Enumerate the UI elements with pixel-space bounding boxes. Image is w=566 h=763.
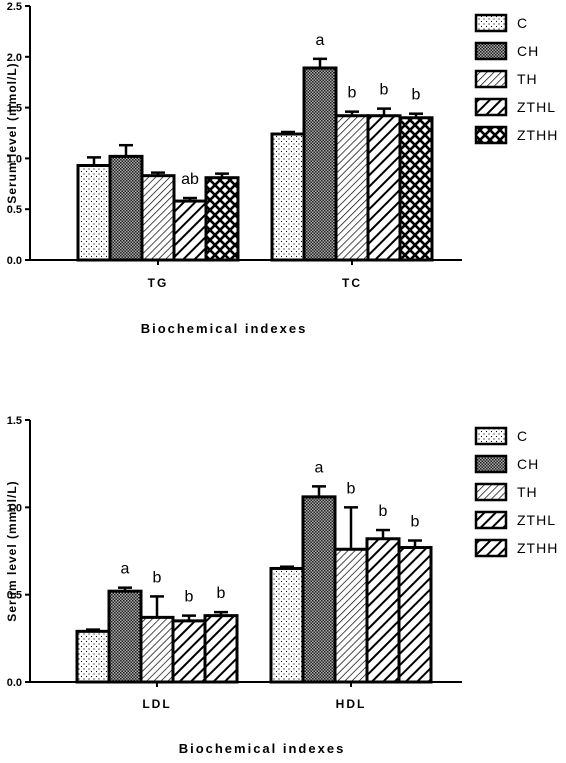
significance-label: a [121,561,130,578]
bar [140,174,176,262]
bar [333,547,369,684]
y-tick-label: 1.0 [7,502,22,514]
x-tick-label: TC [342,276,362,290]
y-tick-label: 2.0 [7,52,22,64]
significance-label: b [411,514,420,531]
y-tick-label: 1.5 [7,415,22,427]
bar [301,495,337,684]
bar [398,116,434,262]
significance-label: b [348,85,357,102]
legend-label: ZTHL [517,99,556,115]
x-axis-title: Biochemical indexes [141,321,308,336]
significance-label: b [347,480,356,497]
y-tick-label: 0.0 [7,677,22,689]
legend-swatch [474,426,508,446]
significance-label: b [217,585,226,602]
legend-label: CH [517,43,539,59]
legend-swatch [474,125,508,145]
y-tick-label: 0.5 [7,590,22,602]
x-tick-label: TG [148,276,169,290]
significance-label: b [412,87,421,104]
x-axis-title: Biochemical indexes [179,741,346,756]
y-tick-label: 1.0 [7,153,22,165]
legend-label: CH [517,456,539,472]
legend-label: ZTHH [517,540,558,556]
bar [139,615,175,684]
bar [269,566,305,684]
significance-label: b [153,569,162,586]
y-tick-label: 0.0 [7,255,22,267]
legend-label: TH [517,484,538,500]
significance-label: ab [181,171,199,188]
significance-label: b [380,82,389,99]
significance-label: a [316,32,325,49]
legend-swatch [474,97,508,117]
bar [108,154,144,262]
legend-swatch [474,454,508,474]
legend-label: TH [517,71,538,87]
y-axis-title: Serum level (mmol/L) [5,62,19,203]
bar [365,537,401,684]
legend-label: ZTHL [517,512,556,528]
significance-label: b [185,589,194,606]
bar [270,132,306,262]
legend-swatch [474,69,508,89]
bar [397,546,433,684]
y-axis-title: Serum level (mmol/L) [5,480,19,621]
legend-label: C [517,428,528,444]
bar [172,199,208,262]
legend-swatch [474,482,508,502]
bar [366,114,402,262]
y-tick-label: 0.5 [7,204,22,216]
bar [171,619,207,684]
significance-label: b [379,503,388,520]
legend-swatch [474,13,508,33]
bar [75,629,111,684]
bar [204,176,240,262]
legend-label: ZTHH [517,127,558,143]
legend-swatch [474,538,508,558]
y-tick-label: 1.5 [7,103,22,115]
x-tick-label: HDL [336,697,367,711]
bar [107,589,143,684]
y-tick-label: 2.5 [7,1,22,13]
bar [76,164,112,262]
legend-swatch [474,510,508,530]
x-tick-label: LDL [142,697,171,711]
bar [334,114,370,262]
chart-panel-2: 0.0 0.5 1.0 1.5 Serum level (mmol/L) LDL a b b b H… [5,415,558,756]
chart-panel-1: 0.0 0.5 1.0 1.5 2.0 2.5 Serum level (mmol/L) TG… [5,1,558,336]
significance-label: a [315,459,324,476]
bar [302,66,338,262]
bar [203,614,239,684]
legend-label: C [517,15,528,31]
legend-swatch [474,41,508,61]
